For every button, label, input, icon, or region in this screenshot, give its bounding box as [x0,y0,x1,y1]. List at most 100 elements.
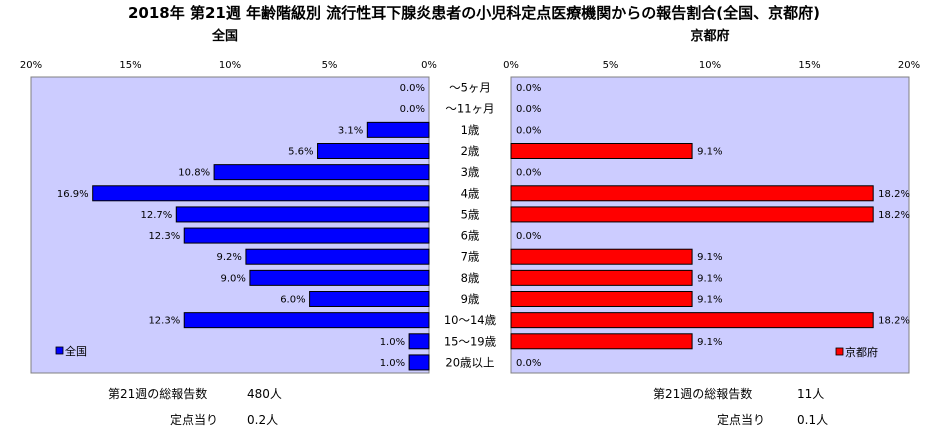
left-legend: 全国 [55,344,87,358]
category-label: 4歳 [461,186,480,200]
category-label: 9歳 [461,292,480,306]
right-data-label: 9.1% [697,252,722,263]
right-data-label: 9.1% [697,273,722,284]
right-data-label: 18.2% [878,316,910,327]
left-data-label: 6.0% [280,295,305,306]
category-label: ～5ヶ月 [449,81,491,95]
right-data-label: 9.1% [697,337,722,348]
left-footer: 第21週の総報告数 480人 定点当り 0.2人 [108,386,282,427]
category-label: 1歳 [461,123,480,137]
left-data-label: 12.3% [148,231,180,242]
category-label: 3歳 [461,165,480,179]
left-data-label: 5.6% [288,147,313,158]
left-data-label: 1.0% [380,337,405,348]
left-data-label: 0.0% [400,104,425,115]
right-legend-label: 京都府 [845,345,878,359]
right-plot-area [510,76,910,374]
right-data-label: 9.1% [697,295,722,306]
left-data-label: 0.0% [400,83,425,94]
right-panel-title: 京都府 [690,28,729,44]
category-label: ～11ヶ月 [445,102,494,116]
right-bar [510,333,693,350]
right-data-label: 0.0% [516,231,541,242]
left-legend-label: 全国 [65,344,87,358]
right-tick-label: 10% [699,60,721,71]
right-tick-label: 0% [503,60,519,71]
right-bar [510,248,693,265]
right-bar [510,185,874,202]
category-label: 7歳 [461,250,480,264]
left-data-label: 10.8% [178,168,210,179]
left-bar [245,248,430,265]
left-data-label: 9.0% [220,273,245,284]
category-label: 8歳 [461,271,480,285]
category-label: 10～14歳 [444,313,497,327]
left-bar [183,312,430,329]
right-legend-swatch [835,347,844,356]
right-bar [510,291,693,307]
category-label: 5歳 [461,207,480,221]
left-bar [213,164,430,181]
left-data-label: 9.2% [217,252,242,263]
right-x-axis: 0% 5% 10% 15% 20% [503,60,920,71]
right-tick-label: 20% [898,60,920,71]
right-tick-label: 5% [603,60,619,71]
right-per-value: 0.1人 [797,413,828,427]
category-label: 2歳 [461,144,480,158]
category-label: 15～19歳 [444,334,497,348]
left-x-axis: 20% 15% 10% 5% 0% [20,60,437,71]
left-per-value: 0.2人 [247,413,278,427]
right-data-label: 9.1% [697,147,722,158]
category-label: 6歳 [461,229,480,243]
left-bar [408,333,430,350]
right-data-label: 0.0% [516,104,541,115]
left-total-label: 第21週の総報告数 [108,386,207,401]
right-data-labels: 0.0% 0.0% 0.0% 9.1% 0.0% 18.2% 18.2% 0.0% 9.1% 9.… [516,83,910,369]
chart-title: 2018年 第21週 年齢階級別 流行性耳下腺炎患者の小児科定点医療機関からの報… [128,4,820,22]
right-per-label: 定点当り [717,412,765,427]
right-series-bars [510,143,874,350]
left-series-bars [92,121,430,371]
left-tick-label: 15% [119,60,141,71]
category-label: 20歳以上 [445,355,494,369]
right-footer: 第21週の総報告数 11人 定点当り 0.1人 [653,386,828,427]
left-data-label: 1.0% [380,358,405,369]
left-bar [183,227,430,244]
right-data-label: 0.0% [516,168,541,179]
right-legend: 京都府 [835,345,878,359]
left-panel-title: 全国 [211,28,238,44]
left-bar [92,185,430,202]
left-data-label: 3.1% [338,125,363,136]
left-tick-label: 10% [219,60,241,71]
left-tick-label: 5% [322,60,338,71]
left-total-value: 480人 [247,387,282,401]
left-data-label: 12.7% [140,210,172,221]
left-data-label: 12.3% [148,316,180,327]
right-data-label: 18.2% [878,210,910,221]
left-data-labels: 0.0% 0.0% 3.1% 5.6% 10.8% 16.9% 12.7% 12.3% 9.2%… [57,83,425,369]
left-plot-area [30,76,430,374]
left-bar [249,269,430,286]
right-data-label: 0.0% [516,125,541,136]
right-data-label: 0.0% [516,358,541,369]
left-data-label: 16.9% [57,189,89,200]
left-bar [309,291,430,307]
left-tick-label: 20% [20,60,42,71]
right-bar [510,269,693,286]
right-total-value: 11人 [797,387,824,401]
left-tick-label: 0% [421,60,437,71]
left-bar [366,121,430,138]
left-bar [175,206,430,223]
right-tick-label: 15% [798,60,820,71]
right-data-label: 0.0% [516,83,541,94]
right-bar [510,206,874,223]
right-bar [510,143,693,159]
right-data-label: 18.2% [878,189,910,200]
category-labels: ～5ヶ月 ～11ヶ月 1歳 2歳 3歳 4歳 5歳 6歳 7歳 8歳 9歳 10～14歳 15～19歳 2… [444,81,497,370]
left-bar [317,143,430,159]
left-legend-swatch [55,346,64,355]
left-per-label: 定点当り [170,412,218,427]
right-total-label: 第21週の総報告数 [653,386,752,401]
left-bar [408,354,430,371]
